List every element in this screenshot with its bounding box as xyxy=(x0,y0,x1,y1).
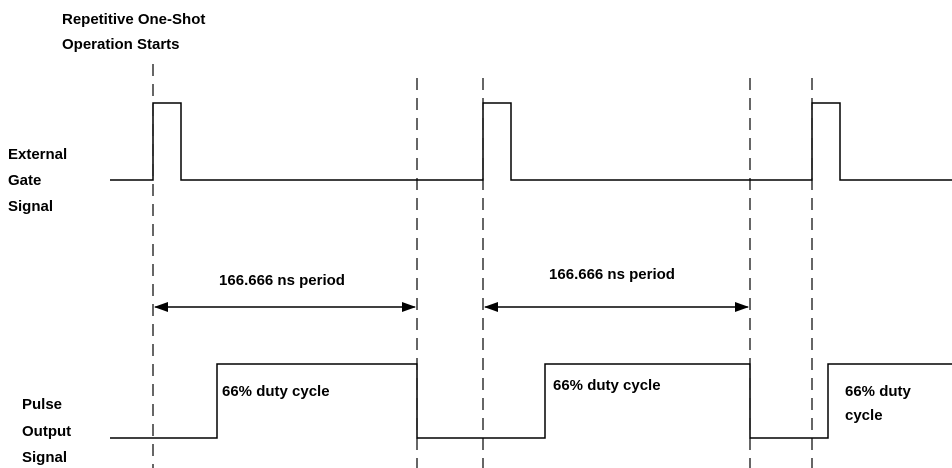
signal-label: External xyxy=(8,146,67,163)
signal-label: Signal xyxy=(8,198,53,215)
duty-label: 66% duty cycle xyxy=(553,377,661,394)
signal-label: Output xyxy=(22,423,71,440)
gate-waveform xyxy=(110,102,952,181)
duty-label: cycle xyxy=(845,407,883,424)
duty-label: 66% duty cycle xyxy=(222,383,330,400)
period-label: 166.666 ns period xyxy=(219,272,345,289)
signal-label: Pulse xyxy=(22,396,62,413)
signal-label: Gate xyxy=(8,172,41,189)
annotation-line: Operation Starts xyxy=(62,36,180,53)
duty-label: 66% duty xyxy=(845,383,912,400)
signal-label: Signal xyxy=(22,449,67,466)
pulse-waveform xyxy=(110,363,952,439)
annotation-line: Repetitive One-Shot xyxy=(62,11,205,28)
period-label: 166.666 ns period xyxy=(549,266,675,283)
